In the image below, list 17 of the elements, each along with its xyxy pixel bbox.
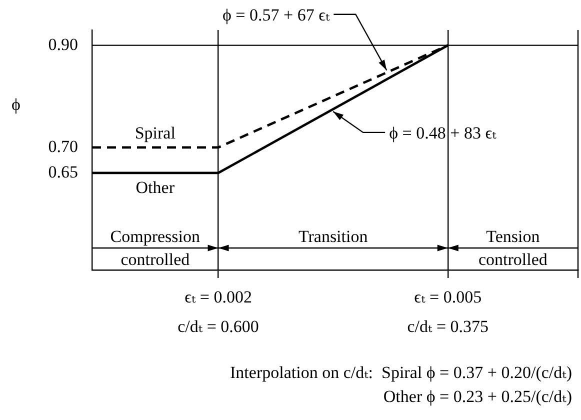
y-tick-label: 0.70 [48, 136, 78, 156]
annotation: ϕ = 0.48 + 83 ϵₜ [389, 123, 498, 142]
series-label: Other [136, 178, 175, 197]
x-tick-label: ϵₜ = 0.005 [414, 288, 482, 307]
y-axis-title: ϕ [12, 95, 21, 114]
y-tick-label: 0.65 [48, 162, 78, 182]
text: c/dₜ = 0.600 [178, 317, 259, 336]
text: c/dₜ = 0.375 [407, 317, 489, 336]
text: Other ϕ = 0.23 + 0.25/(c/dₜ) [383, 387, 572, 406]
annotation: Compression controlled [110, 227, 200, 269]
annotation: ϕ = 0.57 + 67 ϵₜ [222, 5, 330, 24]
y-tick-label: 0.90 [48, 34, 78, 54]
annotation: Transition [298, 227, 368, 246]
x-tick-label: ϵₜ = 0.002 [184, 288, 252, 307]
annotation: Tension controlled [478, 227, 548, 269]
text: Interpolation on c/dₜ: Spiral ϕ = 0.37 + 0.20/(c/dₜ) [230, 363, 572, 382]
series-label: Spiral [134, 123, 176, 142]
